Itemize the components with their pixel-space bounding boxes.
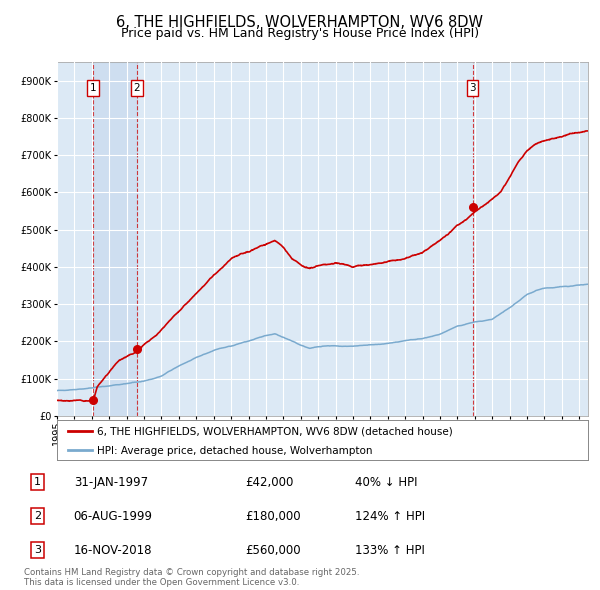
Text: £180,000: £180,000 xyxy=(245,510,301,523)
Text: 2: 2 xyxy=(134,83,140,93)
Text: 133% ↑ HPI: 133% ↑ HPI xyxy=(355,544,425,557)
Text: 2: 2 xyxy=(34,512,41,522)
Text: 6, THE HIGHFIELDS, WOLVERHAMPTON, WV6 8DW: 6, THE HIGHFIELDS, WOLVERHAMPTON, WV6 8D… xyxy=(116,15,484,30)
Text: 16-NOV-2018: 16-NOV-2018 xyxy=(74,544,152,557)
Text: 31-JAN-1997: 31-JAN-1997 xyxy=(74,476,148,489)
Text: Contains HM Land Registry data © Crown copyright and database right 2025.
This d: Contains HM Land Registry data © Crown c… xyxy=(24,568,359,587)
Text: £560,000: £560,000 xyxy=(245,544,301,557)
Text: HPI: Average price, detached house, Wolverhampton: HPI: Average price, detached house, Wolv… xyxy=(97,445,373,455)
Text: 6, THE HIGHFIELDS, WOLVERHAMPTON, WV6 8DW (detached house): 6, THE HIGHFIELDS, WOLVERHAMPTON, WV6 8D… xyxy=(97,427,452,437)
Text: 40% ↓ HPI: 40% ↓ HPI xyxy=(355,476,418,489)
Text: 124% ↑ HPI: 124% ↑ HPI xyxy=(355,510,425,523)
Text: 06-AUG-1999: 06-AUG-1999 xyxy=(74,510,152,523)
Text: 1: 1 xyxy=(34,477,41,487)
Text: £42,000: £42,000 xyxy=(245,476,293,489)
Text: 3: 3 xyxy=(469,83,476,93)
Bar xyxy=(93,62,137,416)
Text: Price paid vs. HM Land Registry's House Price Index (HPI): Price paid vs. HM Land Registry's House … xyxy=(121,27,479,40)
Text: 1: 1 xyxy=(90,83,97,93)
Text: 3: 3 xyxy=(34,545,41,555)
